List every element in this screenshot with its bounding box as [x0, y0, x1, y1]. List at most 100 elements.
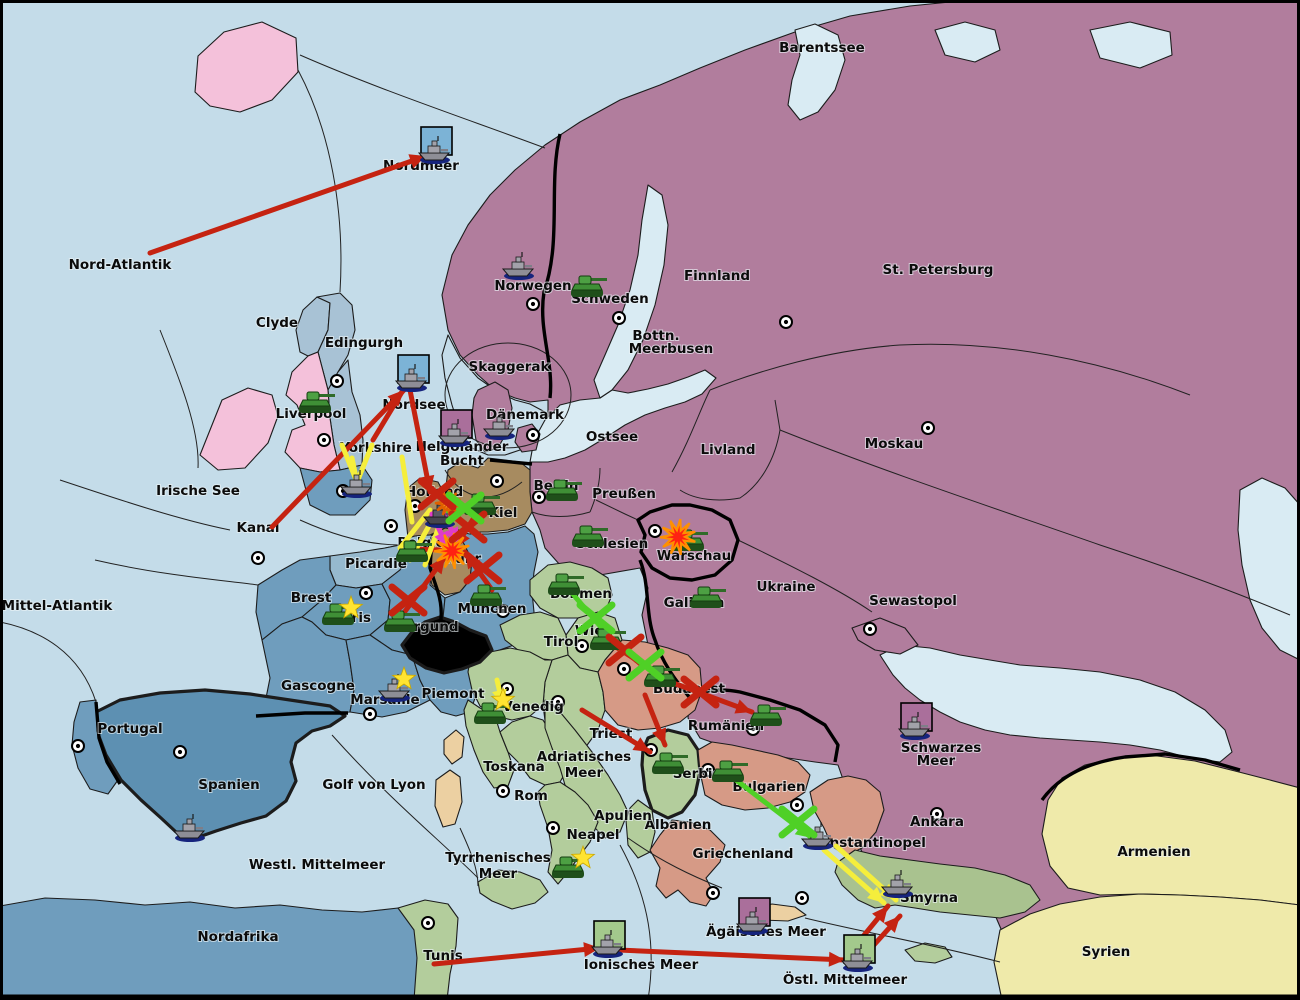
- arrow-head: [734, 699, 752, 714]
- national-border: [489, 458, 533, 466]
- army-unit[interactable]: [571, 275, 607, 297]
- label-spanien: Spanien: [198, 777, 260, 793]
- region-sicily[interactable]: [477, 869, 549, 910]
- failed-order-x: [388, 583, 428, 617]
- label-albanien: Albanien: [645, 817, 712, 833]
- region-syrien[interactable]: [993, 893, 1300, 1000]
- label-nord-atlantik: Nord-Atlantik: [69, 257, 173, 273]
- label-rumaenien: Rumänien: [688, 718, 764, 734]
- label-ukraine: Ukraine: [756, 579, 815, 595]
- arrow-head: [429, 557, 445, 575]
- army-unit[interactable]: [299, 391, 335, 413]
- label-livland: Livland: [700, 442, 755, 458]
- supply-center-marker: [359, 586, 373, 600]
- arrow-head: [632, 737, 650, 752]
- supply-center-marker: [701, 763, 715, 777]
- supply-center-marker: [496, 604, 510, 618]
- supply-center-marker: [790, 798, 804, 812]
- sea-boundary-line: [709, 343, 1191, 396]
- region-armenien[interactable]: [1041, 754, 1300, 906]
- supply-center-marker: [251, 551, 265, 565]
- fleet-unit[interactable]: [590, 930, 624, 958]
- sea-boundary-line: [159, 329, 199, 469]
- fleet-unit[interactable]: [172, 814, 206, 842]
- region-caspian[interactable]: [1237, 477, 1300, 661]
- region-smyrna[interactable]: [834, 849, 1041, 919]
- sea-boundary-line: [297, 69, 342, 293]
- region-griechenland[interactable]: [649, 819, 726, 907]
- region-ne_blob1[interactable]: [934, 21, 1001, 63]
- army-unit[interactable]: [552, 856, 588, 878]
- fleet-unit[interactable]: [482, 412, 516, 440]
- failed-order-x: [778, 805, 818, 839]
- label-tyrrhen-1: Tyrrhenisches: [445, 850, 551, 866]
- region-iceland[interactable]: [194, 21, 299, 113]
- label-bottn-2: Meerbusen: [629, 341, 713, 357]
- label-st-petersburg: St. Petersburg: [883, 262, 994, 278]
- army-unit[interactable]: [384, 610, 420, 632]
- supply-center-marker: [930, 807, 944, 821]
- supply-center-marker: [921, 421, 935, 435]
- region-corsica[interactable]: [443, 729, 465, 765]
- fleet-unit[interactable]: [394, 364, 428, 392]
- fleet-unit[interactable]: [735, 907, 769, 935]
- army-unit[interactable]: [548, 573, 584, 595]
- region-apulien[interactable]: [544, 699, 629, 839]
- region-tunis[interactable]: [397, 899, 459, 1000]
- fleet-unit[interactable]: [880, 870, 914, 898]
- supply-center-marker: [173, 745, 187, 759]
- sea-boundary-line: [679, 399, 781, 501]
- label-helgolaender-1: Helgoländer: [416, 439, 509, 455]
- army-unit[interactable]: [470, 584, 506, 606]
- region-white_sea[interactable]: [787, 23, 846, 121]
- region-nordafrika[interactable]: [0, 897, 419, 1000]
- fleet-unit[interactable]: [897, 712, 931, 740]
- army-unit[interactable]: [750, 704, 786, 726]
- label-neapel: Neapel: [566, 827, 619, 843]
- region-bulgarien[interactable]: [697, 741, 811, 811]
- failed-order-x: [680, 675, 720, 709]
- region-gulf_bothnia[interactable]: [593, 184, 669, 399]
- sea-boundary-line: [0, 621, 97, 703]
- fleet-unit[interactable]: [437, 419, 471, 447]
- fleet-unit[interactable]: [339, 470, 373, 498]
- army-unit[interactable]: [396, 540, 432, 562]
- fleet-unit[interactable]: [417, 136, 451, 164]
- label-syrien: Syrien: [1082, 944, 1131, 960]
- region-ne_blob2[interactable]: [1089, 21, 1173, 69]
- label-rom: Rom: [514, 788, 548, 804]
- sea-boundary-line: [737, 539, 873, 613]
- sea-boundary-line: [299, 54, 546, 149]
- region-baltic[interactable]: [529, 369, 717, 463]
- label-picardie: Picardie: [345, 556, 407, 572]
- failed-order-x: [417, 477, 457, 511]
- fleet-unit[interactable]: [840, 944, 874, 972]
- region-sardinia[interactable]: [434, 769, 463, 828]
- national-border: [94, 701, 122, 785]
- army-unit[interactable]: [474, 702, 510, 724]
- fleet-unit[interactable]: [377, 674, 411, 702]
- arrow-head: [828, 951, 845, 967]
- army-unit[interactable]: [712, 760, 748, 782]
- sea-boundary-line: [804, 917, 1001, 963]
- arrow-head: [872, 906, 888, 924]
- supply-center-marker: [526, 428, 540, 442]
- label-moskau: Moskau: [865, 436, 923, 452]
- army-unit[interactable]: [690, 586, 726, 608]
- region-ireland[interactable]: [199, 387, 279, 471]
- army-unit[interactable]: [572, 525, 608, 547]
- fleet-unit[interactable]: [501, 252, 535, 280]
- army-unit[interactable]: [652, 752, 688, 774]
- label-portugal: Portugal: [97, 721, 162, 737]
- label-nordafrika: Nordafrika: [197, 929, 278, 945]
- label-skaggerak: Skaggerak: [468, 359, 550, 375]
- label-apulien: Apulien: [594, 808, 652, 824]
- region-spain[interactable]: [94, 688, 347, 840]
- army-unit[interactable]: [546, 479, 582, 501]
- label-tirol-l: Tirol: [544, 634, 578, 650]
- support-star: [570, 844, 596, 869]
- label-toskana: Toskana: [483, 759, 545, 775]
- region-swiss[interactable]: [400, 615, 494, 675]
- label-oestl-mittelmeer: Östl. Mittelmeer: [783, 970, 908, 988]
